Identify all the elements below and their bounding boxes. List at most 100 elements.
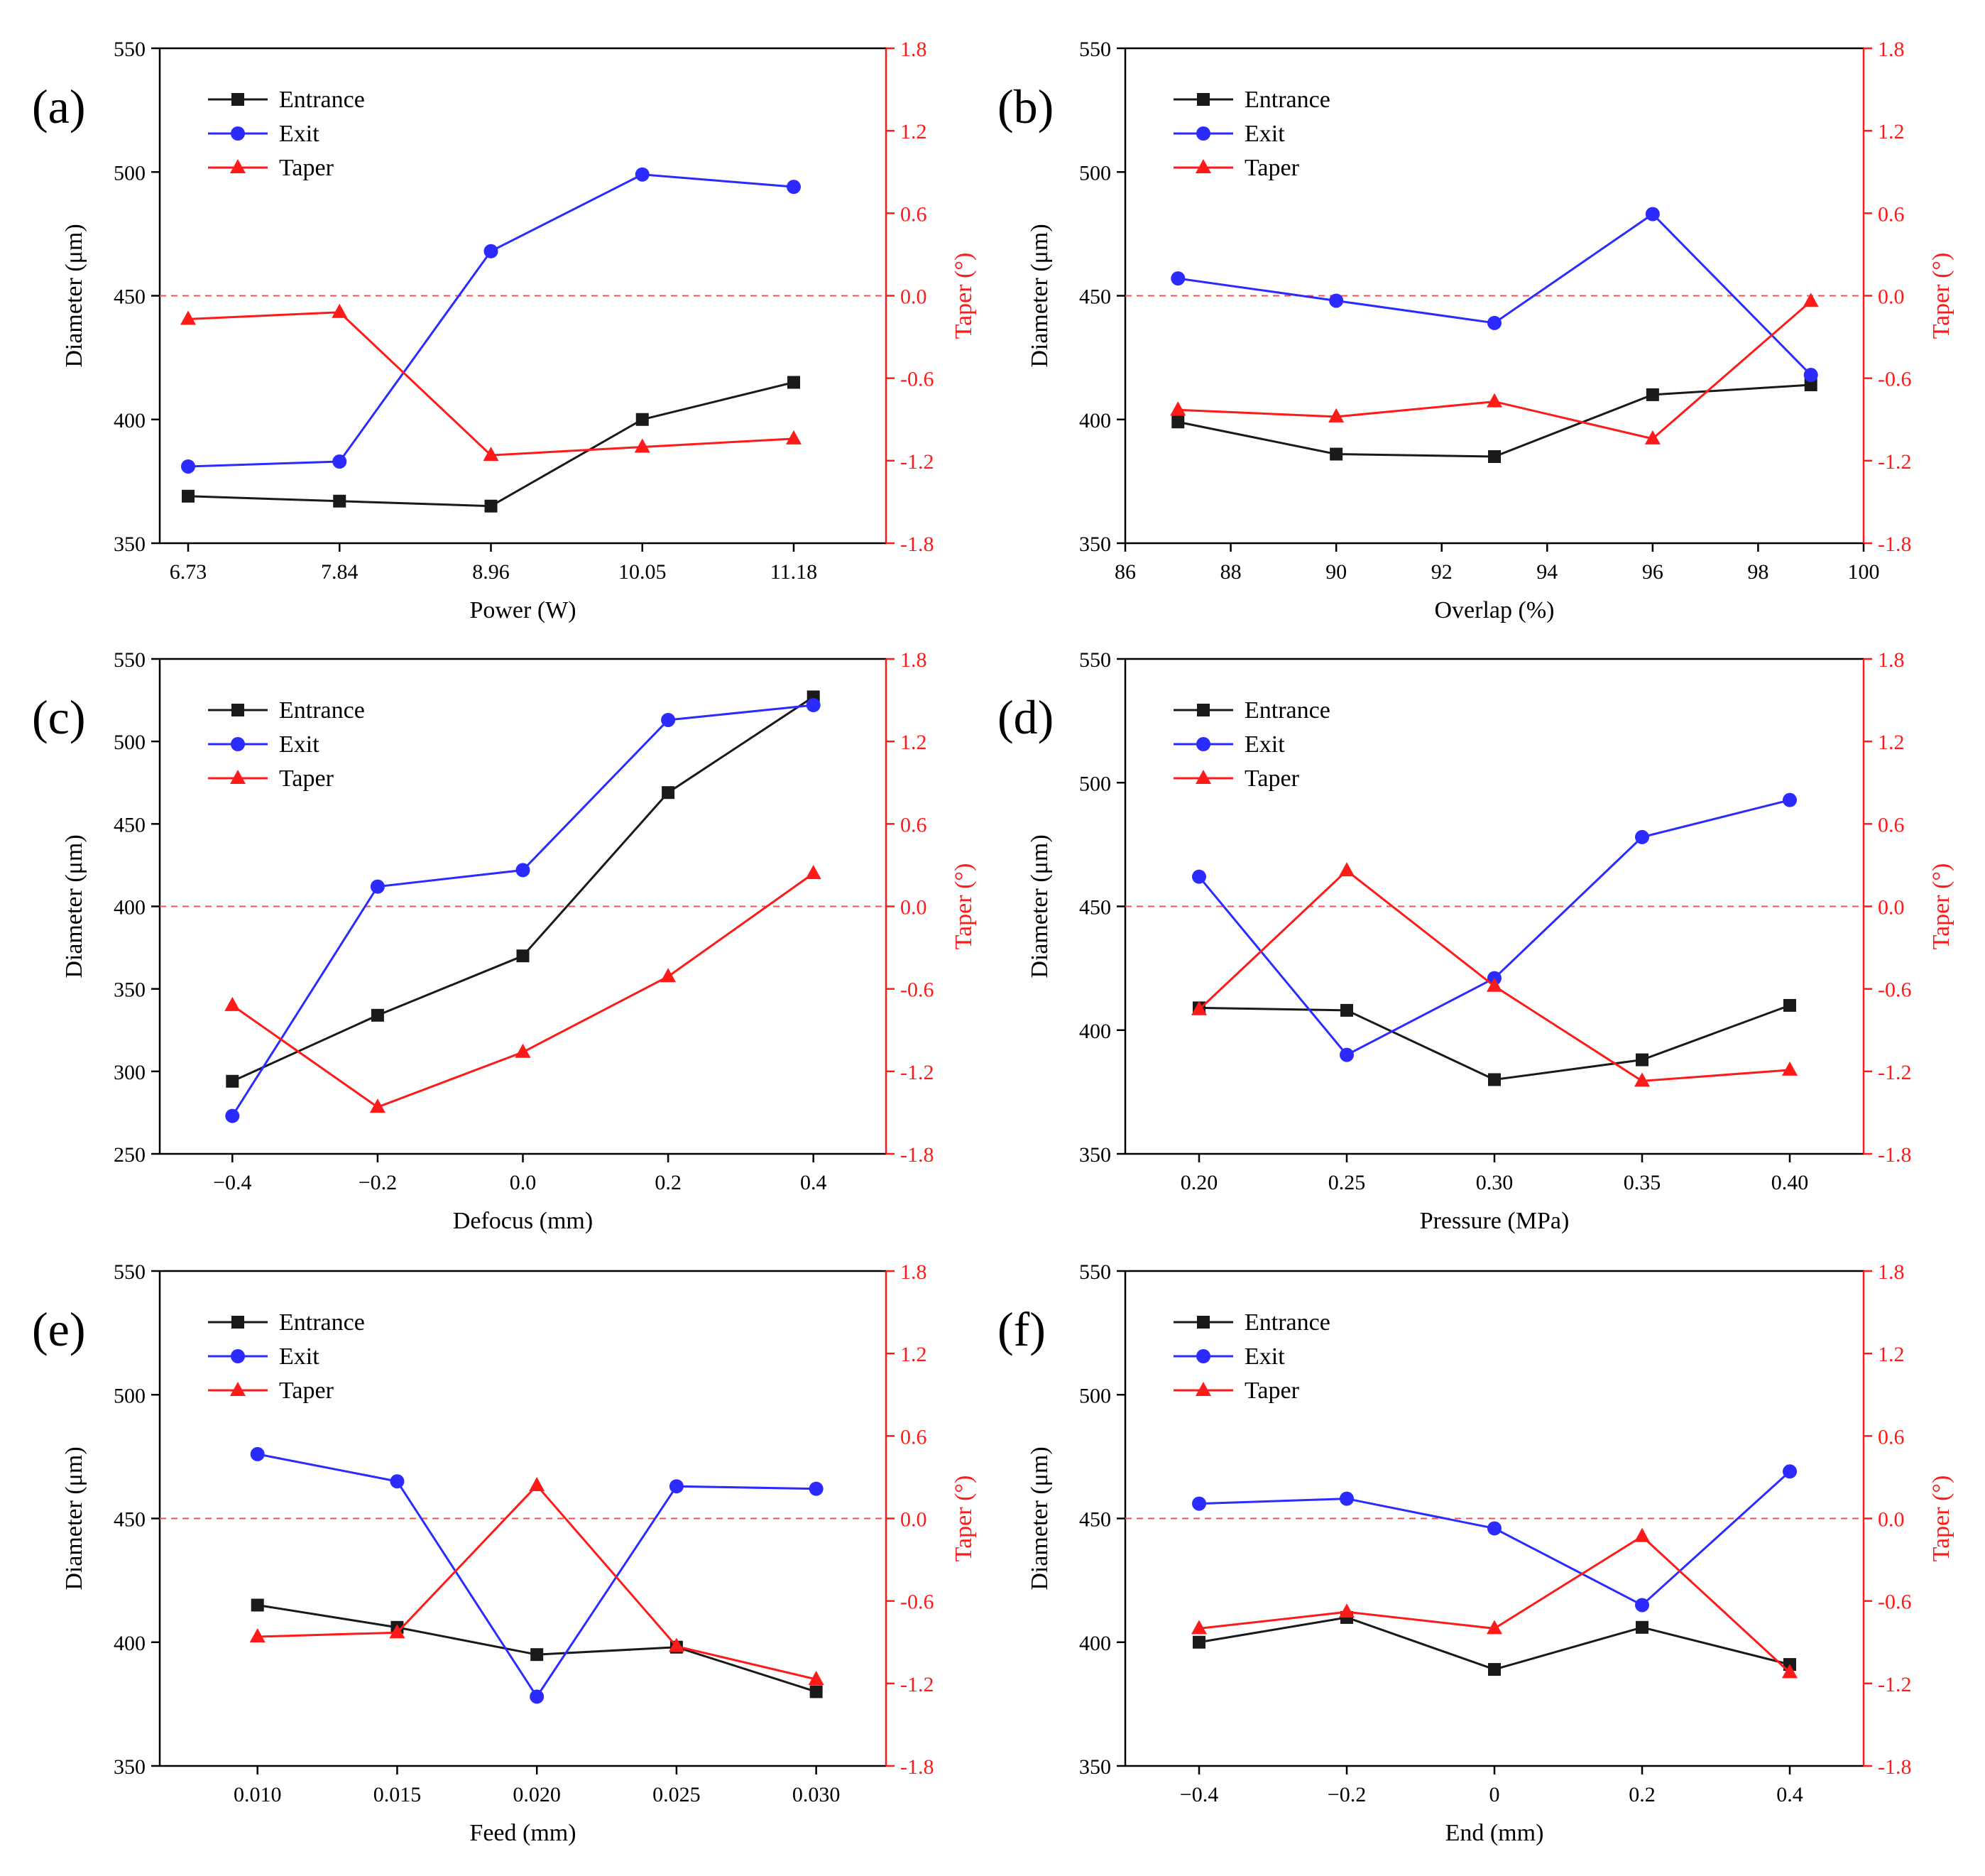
y-tick-label: 450 [114,813,146,836]
data-point-taper [389,1624,405,1639]
y2-tick-label: -0.6 [900,1591,934,1614]
legend-label-taper: Taper [279,1378,334,1404]
data-point-exit [635,167,650,182]
data-point-taper [180,310,196,325]
data-point-taper [1339,1603,1355,1618]
y2-tick-label: 0.0 [900,896,927,920]
y-tick-label: 400 [1079,1632,1111,1655]
data-point-taper [660,968,677,983]
series-line-exit [1198,1471,1791,1607]
data-point-taper [1644,430,1661,445]
data-point-exit [1783,1464,1797,1479]
y2-tick-label: 0.6 [900,1425,927,1449]
x-axis-title: Power (W) [469,597,576,623]
data-point-exit [250,1446,265,1461]
data-point-taper [515,1043,531,1058]
square-marker-icon [1197,1316,1210,1329]
circle-marker-icon [231,1349,245,1363]
data-point-taper [808,1671,824,1686]
x-tick-label: −0.4 [213,1171,251,1194]
y-tick-label: 250 [114,1143,146,1167]
data-point-entrance [1488,1073,1501,1086]
series-line-entrance [231,696,814,1083]
chart-panel-2: 250 300 350 400 450 500 550 -1.8 -1.2 -0.6 0.0 0.6 1… [32,648,977,1234]
y2-tick-label: 0.6 [900,202,927,226]
y-tick-label: 550 [1079,38,1111,61]
legend-label-entrance: Entrance [279,697,365,724]
data-point-entrance [226,1074,239,1088]
data-point-entrance [809,1685,823,1698]
data-point-exit [1340,1491,1354,1506]
x-tick-label: 0.40 [1771,1171,1809,1194]
y2-tick-label: -0.6 [1878,368,1912,391]
square-marker-icon [1197,704,1210,716]
x-tick-label: 0.30 [1476,1171,1514,1194]
circle-marker-icon [231,126,245,141]
y-tick-label: 400 [1079,1020,1111,1043]
legend-label-exit: Exit [279,731,319,758]
data-point-taper [634,438,650,453]
y-tick-label: 450 [1079,896,1111,920]
data-point-taper [1191,1620,1207,1635]
y2-tick-label: -1.2 [900,1673,934,1696]
y2-tick-label: 1.8 [1878,38,1905,61]
y2-tick-label: -1.8 [1878,1143,1912,1167]
data-point-taper [1487,393,1502,408]
y2-tick-label: 0.6 [1878,1425,1905,1449]
data-point-exit [661,712,676,727]
panel-label: (f) [997,1302,1046,1356]
y-tick-label: 350 [1079,1755,1111,1779]
triangle-marker-icon [230,159,246,173]
y-tick-label: 450 [1079,1508,1111,1532]
chart-panel-3: 350 400 450 500 550 -1.8 -1.2 -0.6 0.0 0.6 1.2 1.8 0… [997,648,1954,1234]
data-point-entrance [530,1648,544,1662]
data-point-taper [529,1477,545,1492]
y2-tick-label: 1.8 [1878,648,1905,672]
data-point-entrance [635,413,649,426]
x-axis-title: Feed (mm) [469,1820,576,1846]
data-point-exit [1171,271,1186,286]
y2-tick-label: -0.6 [900,368,934,391]
triangle-marker-icon [230,1382,246,1396]
y-tick-label: 550 [114,38,146,61]
data-point-entrance [333,494,346,508]
y2-tick-label: -1.8 [900,1755,934,1779]
series-line-taper [187,311,794,457]
data-point-taper [1487,977,1502,992]
y2-tick-label: 0.6 [1878,202,1905,226]
y2-tick-label: -1.8 [900,1143,934,1167]
data-point-entrance [516,949,530,963]
y-tick-label: 400 [114,409,146,432]
series-line-entrance [1198,1004,1790,1081]
x-tick-label: 100 [1848,560,1880,584]
y2-tick-label: -0.6 [900,978,934,1002]
x-tick-label: 0.015 [373,1783,422,1806]
y-tick-label: 350 [1079,1143,1111,1167]
y2-axis-title: Taper (°) [1928,1476,1954,1562]
x-tick-label: 0.25 [1328,1171,1366,1194]
x-tick-label: 94 [1536,560,1558,584]
y2-axis-title: Taper (°) [1928,863,1954,950]
y2-tick-label: -1.2 [1878,1673,1912,1696]
legend-label-taper: Taper [279,765,334,792]
legend-label-exit: Exit [279,1343,319,1370]
y2-tick-label: 1.8 [900,648,927,672]
x-tick-label: 0 [1489,1783,1500,1806]
y-tick-label: 500 [1079,772,1111,795]
data-point-exit [1635,1598,1649,1613]
x-tick-label: 0.2 [1629,1783,1656,1806]
x-tick-label: 7.84 [321,560,359,584]
y-axis-title: Diameter (μm) [1027,834,1053,978]
x-tick-label: 98 [1747,560,1768,584]
x-tick-label: 0.010 [234,1783,282,1806]
y-tick-label: 550 [114,648,146,672]
x-tick-label: −0.2 [359,1171,397,1194]
data-point-exit [809,1481,824,1496]
y-tick-label: 450 [114,285,146,309]
x-axis-title: End (mm) [1445,1820,1544,1846]
y2-tick-label: 1.2 [1878,1343,1905,1366]
x-tick-label: 8.96 [472,560,510,584]
series-line-exit [1178,212,1812,376]
y-tick-label: 350 [114,1755,146,1779]
data-point-exit [1645,207,1660,222]
